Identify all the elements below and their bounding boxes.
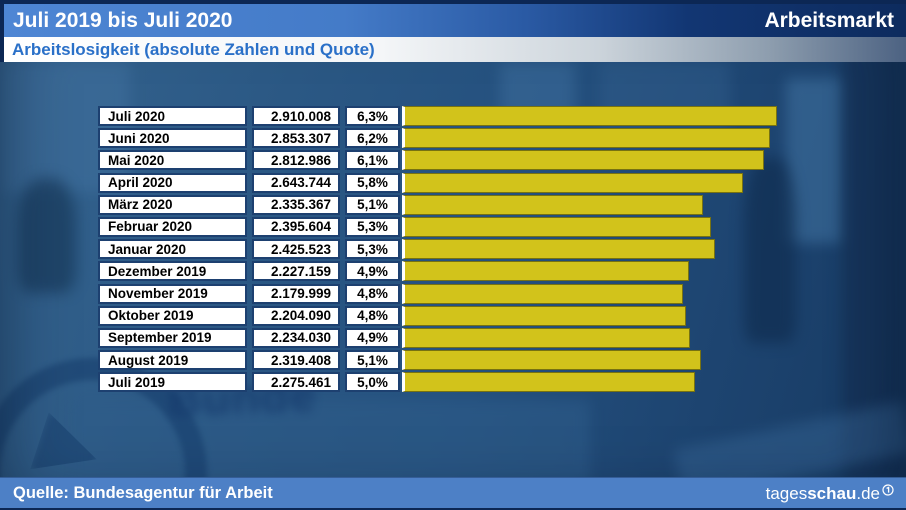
table-row: März 2020 2.335.367 5,1%: [98, 194, 777, 215]
brand-domain: .de: [856, 483, 880, 503]
quote-cell: 5,3%: [345, 239, 400, 260]
brand-bold: schau: [807, 483, 857, 503]
quote-cell: 6,2%: [345, 128, 400, 149]
value-bar: [402, 350, 701, 371]
absolute-value-cell: 2.275.461: [252, 372, 340, 393]
value-bar: [402, 239, 715, 260]
quote-cell: 6,3%: [345, 106, 400, 126]
absolute-value-cell: 2.910.008: [252, 106, 340, 126]
month-cell: Juli 2019: [98, 372, 247, 393]
month-cell: Mai 2020: [98, 150, 247, 171]
header-date-range: Juli 2019 bis Juli 2020: [13, 8, 233, 32]
quote-cell: 4,8%: [345, 305, 400, 326]
table-row: April 2020 2.643.744 5,8%: [98, 172, 777, 193]
subtitle-bar: Arbeitslosigkeit (absolute Zahlen und Qu…: [0, 37, 906, 62]
month-cell: Juni 2020: [98, 128, 247, 149]
unemployment-table: Juli 2020 2.910.008 6,3% Juni 2020 2.853.307…: [98, 106, 777, 394]
source-credit: Quelle: Bundesagentur für Arbeit: [13, 484, 273, 502]
table-row: Juni 2020 2.853.307 6,2%: [98, 128, 777, 149]
value-bar: [402, 261, 689, 282]
table-row: Oktober 2019 2.204.090 4,8%: [98, 305, 777, 326]
month-cell: Juli 2020: [98, 106, 247, 126]
month-cell: März 2020: [98, 194, 247, 215]
absolute-value-cell: 2.812.986: [252, 150, 340, 171]
value-bar: [402, 216, 711, 237]
bottom-border: [0, 508, 906, 510]
quote-cell: 5,3%: [345, 216, 400, 237]
value-bar: [402, 194, 703, 215]
left-border: [0, 0, 4, 62]
subtitle-text: Arbeitslosigkeit (absolute Zahlen und Qu…: [12, 39, 375, 59]
bg-person-silhouette-left: [18, 178, 76, 293]
value-bar: [402, 128, 770, 149]
absolute-value-cell: 2.227.159: [252, 261, 340, 282]
table-row: Februar 2020 2.395.604 5,3%: [98, 216, 777, 237]
month-cell: April 2020: [98, 172, 247, 193]
absolute-value-cell: 2.853.307: [252, 128, 340, 149]
absolute-value-cell: 2.179.999: [252, 283, 340, 304]
quote-cell: 4,9%: [345, 261, 400, 282]
value-bar: [402, 327, 690, 348]
table-row: Mai 2020 2.812.986 6,1%: [98, 150, 777, 171]
month-cell: Februar 2020: [98, 216, 247, 237]
month-cell: November 2019: [98, 283, 247, 304]
table-row: September 2019 2.234.030 4,9%: [98, 327, 777, 348]
footer-bar: Quelle: Bundesagentur für Arbeit tages sc…: [0, 477, 906, 509]
month-cell: September 2019: [98, 327, 247, 348]
month-cell: Oktober 2019: [98, 305, 247, 326]
quote-cell: 5,1%: [345, 194, 400, 215]
absolute-value-cell: 2.643.744: [252, 172, 340, 193]
quote-cell: 5,0%: [345, 372, 400, 393]
table-row: Juli 2020 2.910.008 6,3%: [98, 106, 777, 126]
quote-cell: 5,8%: [345, 172, 400, 193]
table-row: November 2019 2.179.999 4,8%: [98, 283, 777, 304]
absolute-value-cell: 2.319.408: [252, 350, 340, 371]
value-bar: [402, 372, 696, 393]
value-bar: [402, 172, 743, 193]
month-cell: Dezember 2019: [98, 261, 247, 282]
table-row: Januar 2020 2.425.523 5,3%: [98, 239, 777, 260]
absolute-value-cell: 2.204.090: [252, 305, 340, 326]
month-cell: Januar 2020: [98, 239, 247, 260]
header-topic: Arbeitsmarkt: [764, 8, 894, 32]
table-row: Dezember 2019 2.227.159 4,9%: [98, 261, 777, 282]
month-cell: August 2019: [98, 350, 247, 371]
absolute-value-cell: 2.395.604: [252, 216, 340, 237]
table-row: August 2019 2.319.408 5,1%: [98, 350, 777, 371]
bg-person-silhouette-right: [744, 158, 796, 343]
header-bar: Juli 2019 bis Juli 2020 Arbeitsmarkt: [0, 4, 906, 37]
absolute-value-cell: 2.234.030: [252, 327, 340, 348]
quote-cell: 6,1%: [345, 150, 400, 171]
absolute-value-cell: 2.335.367: [252, 194, 340, 215]
quote-cell: 5,1%: [345, 350, 400, 371]
quote-cell: 4,9%: [345, 327, 400, 348]
top-border: [0, 0, 906, 4]
table-row: Juli 2019 2.275.461 5,0%: [98, 372, 777, 393]
value-bar: [402, 305, 687, 326]
bg-dark-column-right: [842, 48, 906, 480]
tagesschau-logo: tages schau .de: [766, 484, 906, 504]
ard-registered-mark-icon: [882, 483, 894, 496]
value-bar: [402, 106, 777, 126]
brand-light: tages: [765, 483, 808, 503]
value-bar: [402, 283, 683, 304]
absolute-value-cell: 2.425.523: [252, 239, 340, 260]
value-bar: [402, 150, 765, 171]
quote-cell: 4,8%: [345, 283, 400, 304]
